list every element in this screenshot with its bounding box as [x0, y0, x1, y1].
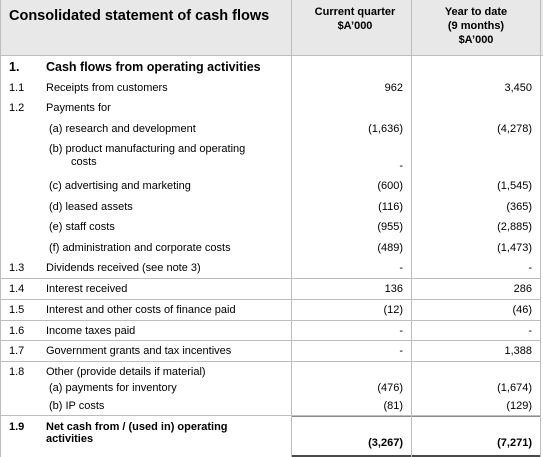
row-label: Interest received: [46, 283, 128, 295]
current-quarter-value: (600): [377, 180, 403, 192]
year-to-date-header: Year to date (9 months) $A’000: [416, 5, 536, 47]
current-quarter-value: -: [399, 345, 403, 357]
total-label-continued: activities: [46, 433, 94, 445]
right-border: [540, 0, 541, 457]
left-border: [0, 0, 1, 457]
row-label: Receipts from customers: [46, 82, 168, 94]
year-to-date-value: (46): [512, 304, 532, 316]
row-label: Other (provide details if material): [46, 366, 206, 378]
section-label: Cash flows from operating activities: [46, 60, 261, 74]
row-number: 1.8: [9, 366, 25, 378]
year-to-date-label: Year to date: [444, 6, 508, 18]
current-quarter-value: (81): [383, 400, 403, 412]
current-quarter-label: Current quarter: [314, 6, 396, 18]
row-number: 1.1: [9, 82, 25, 94]
current-quarter-value: 962: [384, 82, 403, 94]
row-label: (a) payments for inventory: [49, 382, 177, 394]
row-label: (b) IP costs: [49, 400, 105, 412]
current-quarter-value: (12): [383, 304, 403, 316]
statement-title: Consolidated statement of cash flows: [9, 8, 270, 24]
year-to-date-period: (9 months): [447, 20, 505, 32]
current-quarter-value: (489): [377, 242, 403, 254]
row-label: (c) advertising and marketing: [49, 180, 191, 192]
column-divider: [291, 0, 292, 457]
year-to-date-unit: $A’000: [458, 34, 494, 46]
column-divider: [411, 0, 412, 457]
row-label: (d) leased assets: [49, 201, 133, 213]
year-to-date-value: (1,674): [497, 382, 532, 394]
row-label: Income taxes paid: [46, 325, 136, 337]
current-quarter-header: Current quarter $A’000: [300, 5, 410, 33]
year-to-date-value: (365): [506, 201, 532, 213]
row-label-continued: costs: [71, 156, 97, 168]
row-label: Government grants and tax incentives: [46, 345, 232, 357]
total-number: 1.9: [9, 421, 25, 433]
year-to-date-value: 1,388: [504, 345, 532, 357]
year-to-date-value: (4,278): [497, 123, 532, 135]
current-quarter-value: 136: [384, 283, 403, 295]
row-divider: [0, 415, 540, 416]
row-divider: [0, 299, 540, 300]
row-number: 1.7: [9, 345, 25, 357]
year-to-date-value: (129): [506, 400, 532, 412]
row-label: Interest and other costs of finance paid: [46, 304, 236, 316]
row-label: Dividends received (see note 3): [46, 262, 201, 274]
section-number: 1.: [9, 60, 20, 74]
row-divider: [0, 320, 540, 321]
year-to-date-value: (1,545): [497, 180, 532, 192]
year-to-date-value: -: [528, 325, 532, 337]
current-quarter-value: -: [399, 262, 403, 274]
row-label: Payments for: [46, 102, 111, 114]
row-number: 1.2: [9, 102, 25, 114]
row-divider: [0, 340, 540, 341]
row-label: (e) staff costs: [49, 221, 115, 233]
row-number: 1.5: [9, 304, 25, 316]
current-quarter-value: (116): [378, 201, 403, 213]
current-quarter-value: -: [399, 325, 403, 337]
row-number: 1.4: [9, 283, 25, 295]
total-label: Net cash from / (used in) operating: [46, 421, 228, 433]
current-quarter-value: -: [399, 160, 403, 172]
table-header: Consolidated statement of cash flows Cur…: [0, 0, 543, 56]
row-number: 1.6: [9, 325, 25, 337]
year-to-date-value: 286: [513, 283, 532, 295]
row-label: (a) research and development: [49, 123, 196, 135]
year-to-date-value: (2,885): [497, 221, 532, 233]
row-divider: [0, 278, 540, 279]
total-year-to-date-value: (7,271): [497, 437, 532, 449]
total-current-quarter-value: (3,267): [368, 437, 403, 449]
current-quarter-value: (476): [377, 382, 403, 394]
current-quarter-unit: $A’000: [337, 20, 373, 32]
row-number: 1.3: [9, 262, 25, 274]
row-divider: [0, 361, 540, 362]
year-to-date-value: (1,473): [497, 242, 532, 254]
year-to-date-value: -: [528, 262, 532, 274]
year-to-date-value: 3,450: [504, 82, 532, 94]
row-label: (b) product manufacturing and operating: [49, 143, 246, 155]
current-quarter-value: (1,636): [368, 123, 403, 135]
row-label: (f) administration and corporate costs: [49, 242, 231, 254]
current-quarter-value: (955): [377, 221, 403, 233]
